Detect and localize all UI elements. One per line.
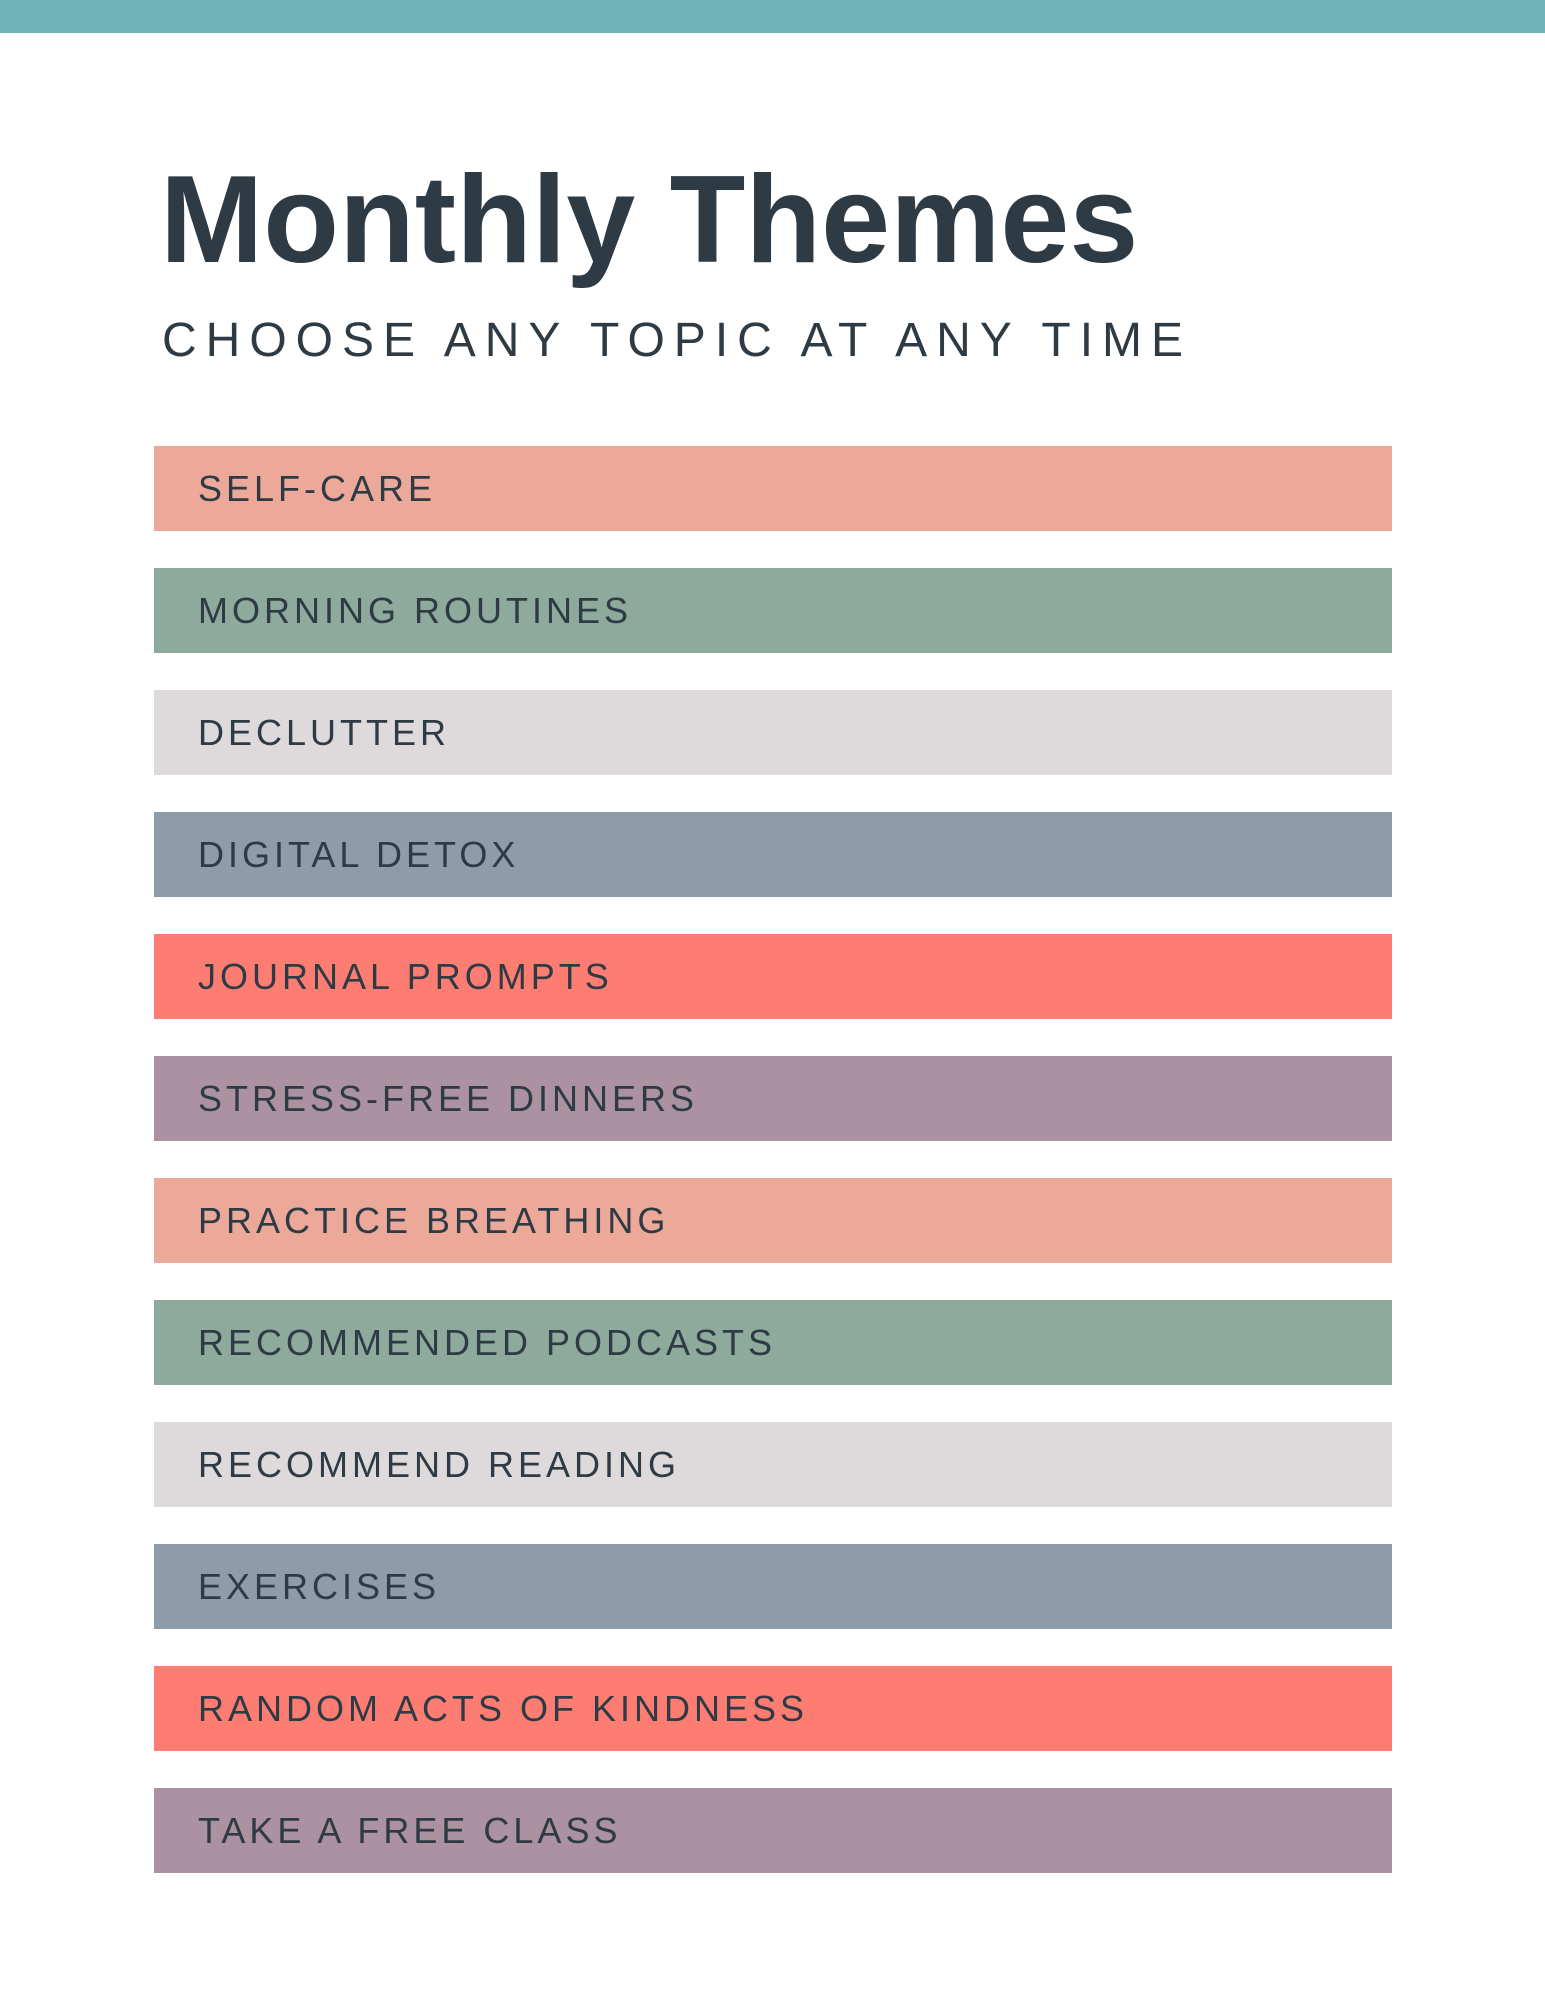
theme-bar-label: RECOMMENDED PODCASTS (198, 1321, 777, 1363)
theme-bar-label: JOURNAL PROMPTS (198, 955, 613, 997)
theme-bar-self-care: SELF-CARE (154, 446, 1392, 531)
theme-bar-label: RANDOM ACTS OF KINDNESS (198, 1687, 809, 1729)
theme-bar-label: DIGITAL DETOX (198, 833, 520, 875)
theme-bar-random-acts-of-kindness: RANDOM ACTS OF KINDNESS (154, 1666, 1392, 1751)
page-title: Monthly Themes (160, 151, 1139, 289)
header-accent-bar (0, 0, 1545, 33)
theme-bar-practice-breathing: PRACTICE BREATHING (154, 1178, 1392, 1263)
theme-bar-label: TAKE A FREE CLASS (198, 1809, 622, 1851)
theme-bar-stress-free-dinners: STRESS-FREE DINNERS (154, 1056, 1392, 1141)
theme-bar-digital-detox: DIGITAL DETOX (154, 812, 1392, 897)
theme-bar-take-a-free-class: TAKE A FREE CLASS (154, 1788, 1392, 1873)
theme-bar-label: EXERCISES (198, 1565, 441, 1607)
theme-bar-label: SELF-CARE (198, 467, 437, 509)
theme-bar-label: PRACTICE BREATHING (198, 1199, 670, 1241)
theme-bar-declutter: DECLUTTER (154, 690, 1392, 775)
page-subtitle: CHOOSE ANY TOPIC AT ANY TIME (162, 314, 1193, 367)
theme-bar-label: STRESS-FREE DINNERS (198, 1077, 699, 1119)
theme-bar-recommended-podcasts: RECOMMENDED PODCASTS (154, 1300, 1392, 1385)
theme-bar-journal-prompts: JOURNAL PROMPTS (154, 934, 1392, 1019)
theme-bar-recommend-reading: RECOMMEND READING (154, 1422, 1392, 1507)
theme-list: SELF-CARE MORNING ROUTINES DECLUTTER DIG… (154, 446, 1392, 1910)
theme-bar-label: MORNING ROUTINES (198, 589, 633, 631)
theme-bar-label: DECLUTTER (198, 711, 451, 753)
theme-bar-morning-routines: MORNING ROUTINES (154, 568, 1392, 653)
theme-bar-exercises: EXERCISES (154, 1544, 1392, 1629)
theme-bar-label: RECOMMEND READING (198, 1443, 681, 1485)
